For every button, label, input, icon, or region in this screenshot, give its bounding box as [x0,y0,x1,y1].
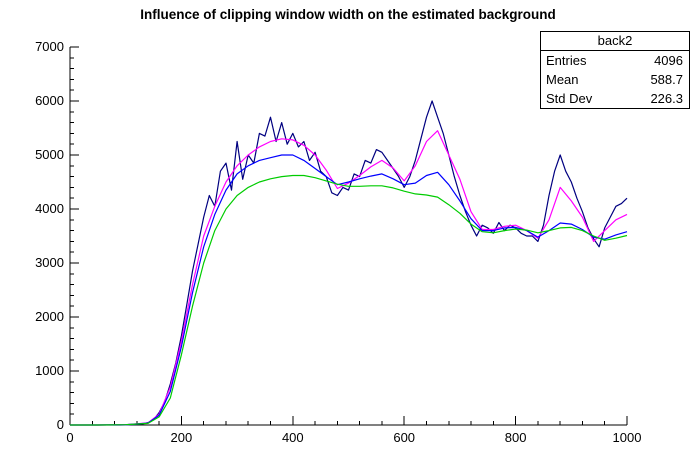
x-axis-tick-label: 800 [505,430,527,445]
x-axis-tick-label: 0 [66,430,73,445]
stats-value-stddev: 226.3 [650,91,683,106]
y-axis-tick-label: 0 [57,417,64,432]
stats-label-mean: Mean [546,72,579,87]
y-axis-tick-label: 5000 [35,147,64,162]
stats-row-mean: Mean 588.7 [541,70,689,89]
x-axis-tick-label: 400 [282,430,304,445]
stats-label-entries: Entries [546,53,587,68]
y-axis-tick-label: 4000 [35,201,64,216]
series-histogram-back2 [70,100,628,426]
stats-box-title: back2 [541,32,689,51]
series-background-estimate-medium-window [70,154,628,426]
y-axis-tick-label: 2000 [35,309,64,324]
x-axis-tick-label: 600 [393,430,415,445]
y-axis-tick-label: 7000 [35,39,64,54]
stats-value-mean: 588.7 [650,72,683,87]
stats-row-entries: Entries 4096 [541,51,689,70]
y-axis-tick-label: 3000 [35,255,64,270]
x-axis-tick-label: 1000 [613,430,642,445]
y-axis-tick-label: 6000 [35,93,64,108]
x-axis-tick-label: 200 [171,430,193,445]
series-background-estimate-large-window [70,174,628,426]
plot-title: Influence of clipping window width on th… [140,7,556,22]
series-background-estimate-small-window [70,130,628,426]
stats-value-entries: 4096 [654,53,683,68]
stats-row-stddev: Std Dev 226.3 [541,89,689,108]
stats-box: back2 Entries 4096 Mean 588.7 Std Dev 22… [540,31,690,109]
y-axis-tick-label: 1000 [35,363,64,378]
stats-label-stddev: Std Dev [546,91,593,106]
